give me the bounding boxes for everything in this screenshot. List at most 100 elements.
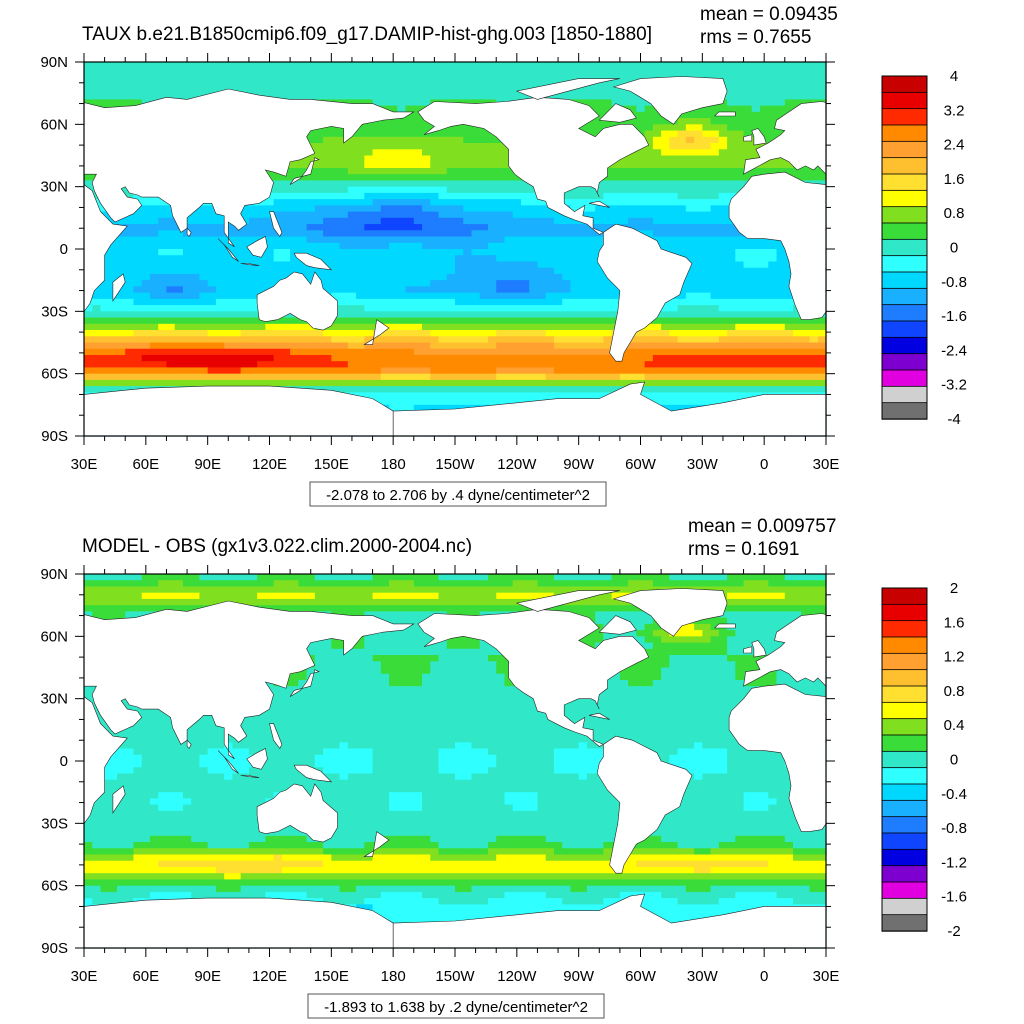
field-cell <box>702 348 712 356</box>
field-cell <box>512 392 522 400</box>
field-cell <box>694 118 703 125</box>
field-cell <box>595 348 604 356</box>
field-cell <box>372 180 382 188</box>
field-cell <box>125 74 135 82</box>
field-cell <box>553 336 563 344</box>
field-cell <box>430 74 440 82</box>
field-cell <box>331 286 341 294</box>
field-cell <box>422 361 431 369</box>
field-cell <box>116 255 126 263</box>
field-cell <box>331 211 341 219</box>
field-cell <box>199 305 209 312</box>
field-cell <box>290 93 299 100</box>
field-cell <box>298 180 308 188</box>
field-cell <box>784 93 794 100</box>
field-cell <box>677 249 687 256</box>
field-cell <box>100 336 110 344</box>
field-cell <box>430 342 440 350</box>
field-cell <box>628 105 637 113</box>
field-cell <box>166 217 176 225</box>
field-cell <box>537 280 547 287</box>
field-cell <box>92 386 102 393</box>
field-cell <box>364 236 374 244</box>
field-cell <box>356 99 365 107</box>
field-cell <box>628 205 637 213</box>
field-cell <box>636 111 646 119</box>
field-cell <box>479 273 489 281</box>
field-cell <box>166 280 176 287</box>
field-cell <box>644 149 654 157</box>
field-cell <box>116 292 126 300</box>
field-cell <box>158 199 168 206</box>
field-cell <box>718 224 728 231</box>
field-cell <box>281 273 291 281</box>
field-cell <box>504 242 514 250</box>
field-cell <box>413 143 423 150</box>
field-cell <box>760 118 769 125</box>
field-cell <box>710 205 720 213</box>
field-cell <box>570 317 580 325</box>
field-cell <box>776 74 786 82</box>
field-cell <box>545 68 555 76</box>
field-cell <box>463 161 473 169</box>
field-cell <box>397 149 407 157</box>
field-cell <box>199 217 209 225</box>
field-cell <box>397 105 407 113</box>
field-cell <box>586 230 596 238</box>
field-cell <box>331 62 341 69</box>
field-cell <box>669 149 679 157</box>
field-cell <box>430 143 440 150</box>
field-cell <box>100 361 110 369</box>
field-cell <box>496 93 506 100</box>
field-cell <box>537 249 547 256</box>
field-cell <box>191 342 201 350</box>
field-cell <box>240 273 250 281</box>
field-cell <box>347 180 357 188</box>
field-cell <box>422 80 431 88</box>
field-cell <box>364 199 374 206</box>
field-cell <box>199 62 209 69</box>
field-cell <box>166 62 176 69</box>
field-cell <box>100 311 110 319</box>
field-cell <box>685 317 695 325</box>
field-cell <box>116 336 126 344</box>
field-cell <box>372 68 382 76</box>
field-cell <box>512 280 522 287</box>
field-cell <box>389 392 398 400</box>
field-cell <box>290 330 299 337</box>
field-cell <box>232 354 242 362</box>
field-cell <box>108 74 118 82</box>
field-cell <box>487 62 497 69</box>
field-cell <box>133 298 143 306</box>
field-cell <box>768 255 778 263</box>
field-cell <box>389 161 398 169</box>
field-cell <box>743 305 753 312</box>
field-cell <box>323 155 332 163</box>
field-cell <box>430 161 440 169</box>
field-cell <box>240 292 250 300</box>
field-cell <box>314 242 324 250</box>
field-cell <box>323 267 332 275</box>
field-cell <box>116 230 126 238</box>
field-cell <box>743 80 753 88</box>
field-cell <box>537 236 547 244</box>
field-cell <box>314 342 324 350</box>
field-cell <box>265 361 275 369</box>
field-cell <box>463 367 473 375</box>
field-cell <box>438 249 448 256</box>
field-cell <box>158 267 168 275</box>
field-cell <box>339 249 349 256</box>
field-cell <box>364 392 374 400</box>
field-cell <box>149 93 159 100</box>
field-cell <box>603 317 613 325</box>
field-cell <box>727 361 736 369</box>
field-cell <box>710 149 720 157</box>
field-cell <box>694 199 703 206</box>
field-cell <box>273 367 283 375</box>
field-cell <box>446 298 456 306</box>
field-cell <box>784 273 794 281</box>
field-cell <box>471 180 481 188</box>
field-cell <box>718 330 728 337</box>
field-cell <box>372 149 382 157</box>
field-cell <box>248 292 258 300</box>
